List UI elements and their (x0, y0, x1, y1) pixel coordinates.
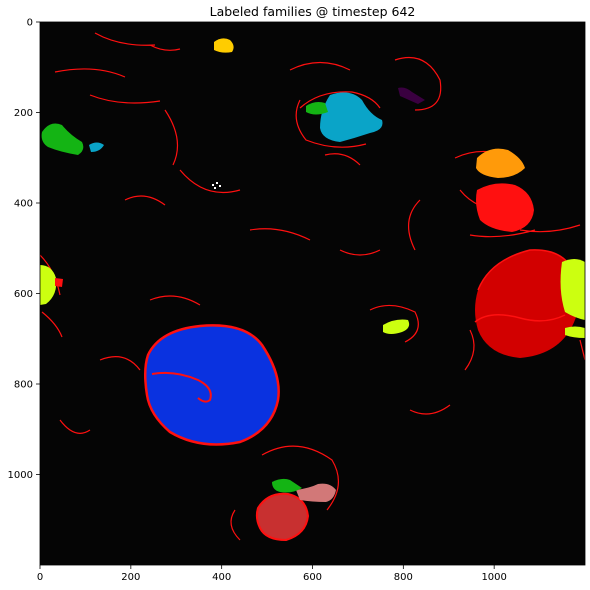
region-lime-right-small (565, 326, 585, 338)
y-tick-label: 400 (14, 199, 33, 210)
x-tick-label: 800 (394, 572, 413, 583)
region-purple (398, 87, 425, 104)
x-tick-label: 600 (303, 572, 322, 583)
x-tick-label: 0 (37, 572, 43, 583)
region-lime-left (40, 265, 57, 305)
region-lime-small (383, 319, 410, 334)
x-tick-label: 400 (212, 572, 231, 583)
region-green-top (306, 102, 328, 115)
image-panel (40, 22, 585, 565)
boundary-fragments (40, 32, 585, 541)
region-green-bottom (272, 478, 302, 493)
region-cyan-small (89, 142, 104, 152)
region-red-left (55, 278, 63, 287)
region-big-red (475, 249, 579, 358)
region-lime-right (560, 259, 585, 320)
region-blue (144, 324, 280, 446)
region-red-mid (476, 183, 534, 232)
region-brick-bottom (255, 492, 310, 542)
figure-title: Labeled families @ timestep 642 (209, 4, 416, 19)
y-tick-label: 1000 (8, 470, 33, 481)
y-axis: 0 200 400 600 800 1000 (8, 18, 40, 481)
region-yellow-top (214, 38, 234, 53)
y-tick-label: 600 (14, 289, 33, 300)
family-regions (40, 38, 585, 542)
y-tick-label: 0 (27, 18, 33, 29)
x-axis: 0 200 400 600 800 1000 (37, 565, 507, 583)
region-green-left (41, 123, 84, 155)
region-orange (476, 148, 525, 178)
x-tick-label: 200 (121, 572, 140, 583)
region-pink-bottom (296, 483, 336, 502)
region-blue-inner-boundary (151, 371, 212, 403)
region-cyan-boundary (299, 91, 381, 109)
white-speck (212, 182, 221, 189)
y-tick-label: 200 (14, 108, 33, 119)
y-tick-label: 800 (14, 380, 33, 391)
x-tick-label: 1000 (481, 572, 506, 583)
region-cyan (320, 92, 383, 142)
